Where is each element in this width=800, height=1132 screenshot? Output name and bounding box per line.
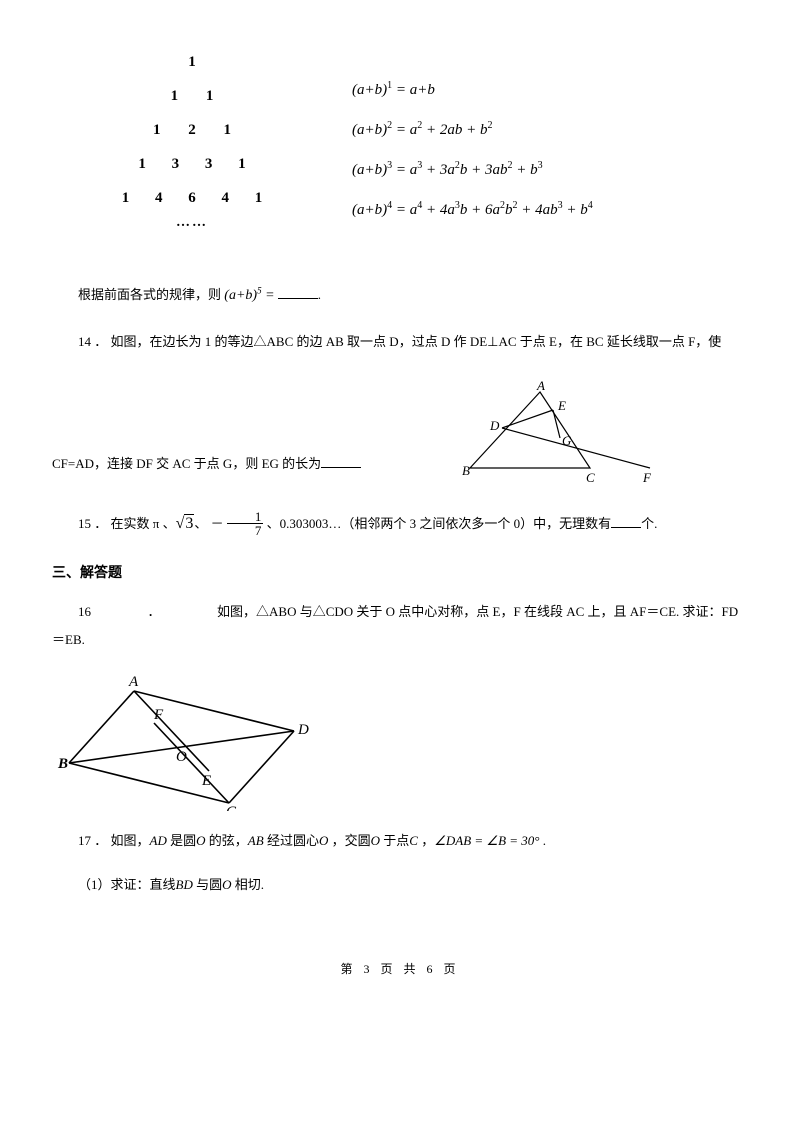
pascal-row-2: 1 2 1: [52, 113, 332, 147]
formula-2: (a+b)2 = a2 + 2ab + b2: [352, 108, 593, 148]
pascal-row-4: 1 4 6 4 1: [52, 181, 332, 215]
pascal-row-1: 1 1: [52, 79, 332, 113]
q15-num: 15 ．: [78, 516, 107, 531]
pascal-row-0: 1: [52, 45, 332, 79]
q15-mid: 、 －: [194, 516, 223, 531]
page-footer: 第 3 页 共 6 页: [52, 960, 748, 977]
lbl16-E: E: [201, 773, 211, 789]
frac-1-7: 17: [227, 510, 264, 537]
q17-prefix: 如图，: [111, 833, 150, 848]
q14-num: 14 ．: [78, 334, 107, 349]
lbl-F: F: [642, 470, 652, 485]
lbl16-F: F: [153, 707, 164, 723]
formula-list: (a+b)1 = a+b (a+b)2 = a2 + 2ab + b2 (a+b…: [332, 40, 593, 231]
lbl-C: C: [586, 470, 595, 485]
q16: 16 ． 如图，△ABO 与△CDO 关于 O 点中心对称，点 E，F 在线段 …: [52, 598, 748, 655]
q15-prefix: 在实数 π 、: [111, 516, 176, 531]
lbl-D: D: [489, 418, 500, 433]
pascal-triangle: 1 1 1 1 2 1 1 3 3 1 1 4 6 4 1 ……: [52, 40, 332, 231]
lbl16-D: D: [297, 722, 309, 738]
q14-text1: 如图，在边长为 1 的等边△ABC 的边 AB 取一点 D，过点 D 作 DE⊥…: [111, 334, 722, 349]
formula-1: (a+b)1 = a+b: [352, 68, 593, 108]
q14-followup: CF=AD，连接 DF 交 AC 于点 G，则 EG 的长为: [52, 450, 361, 479]
q14-figure: A B C D E F G: [440, 380, 670, 490]
formula-3: (a+b)3 = a3 + 3a2b + 3ab2 + b3: [352, 148, 593, 188]
lbl-B: B: [462, 463, 470, 478]
lbl-E: E: [557, 398, 566, 413]
q17-num: 17 ．: [78, 833, 107, 848]
lbl16-B: B: [57, 756, 68, 772]
q15-suffix2: 个.: [641, 516, 657, 531]
q17-AD: AD: [150, 833, 167, 848]
q14-blank: [321, 455, 361, 468]
pattern-prefix: 根据前面各式的规律，则: [78, 287, 221, 302]
section-3-heading: 三、解答题: [52, 562, 748, 582]
pattern-question: 根据前面各式的规律，则 (a+b)5 = .: [52, 281, 748, 312]
q17-angle: ∠DAB = ∠B = 30°: [434, 833, 539, 848]
blank: [278, 286, 318, 299]
formula-4: (a+b)4 = a4 + 4a3b + 6a2b2 + 4ab3 + b4: [352, 188, 593, 228]
q14-text2: CF=AD，连接 DF 交 AC 于点 G，则 EG 的长为: [52, 456, 321, 471]
lbl16-A: A: [128, 674, 139, 690]
lbl16-C: C: [226, 804, 237, 811]
pattern-formula: (a+b)5 =: [224, 288, 274, 303]
q15-blank: [611, 515, 641, 528]
pattern-period: .: [318, 287, 321, 302]
q16-figure: A B C D E F O: [54, 671, 324, 811]
q15-suffix1: 、0.303003…（相邻两个 3 之间依次多一个 0）中，无理数有: [263, 516, 611, 531]
q16-num: 16: [78, 604, 91, 619]
lbl-G: G: [562, 433, 572, 448]
lbl-A: A: [536, 380, 545, 393]
pascal-block: 1 1 1 1 2 1 1 3 3 1 1 4 6 4 1 …… (a+b)1 …: [52, 40, 748, 231]
q17: 17 ． 如图，AD 是圆O 的弦，AB 经过圆心O ，交圆O 于点C ，∠DA…: [52, 827, 748, 856]
sqrt3: √3: [176, 514, 195, 532]
q14: 14 ． 如图，在边长为 1 的等边△ABC 的边 AB 取一点 D，过点 D …: [52, 328, 748, 357]
pascal-row-3: 1 3 3 1: [52, 147, 332, 181]
q15: 15 ． 在实数 π 、√3、 － 17 、0.303003…（相邻两个 3 之…: [52, 506, 748, 541]
q17-sub1: （1）求证：直线BD 与圆O 相切.: [52, 871, 748, 900]
pascal-dots: ……: [52, 215, 332, 231]
lbl16-O: O: [176, 749, 187, 765]
q16-dot: ．: [148, 604, 161, 619]
